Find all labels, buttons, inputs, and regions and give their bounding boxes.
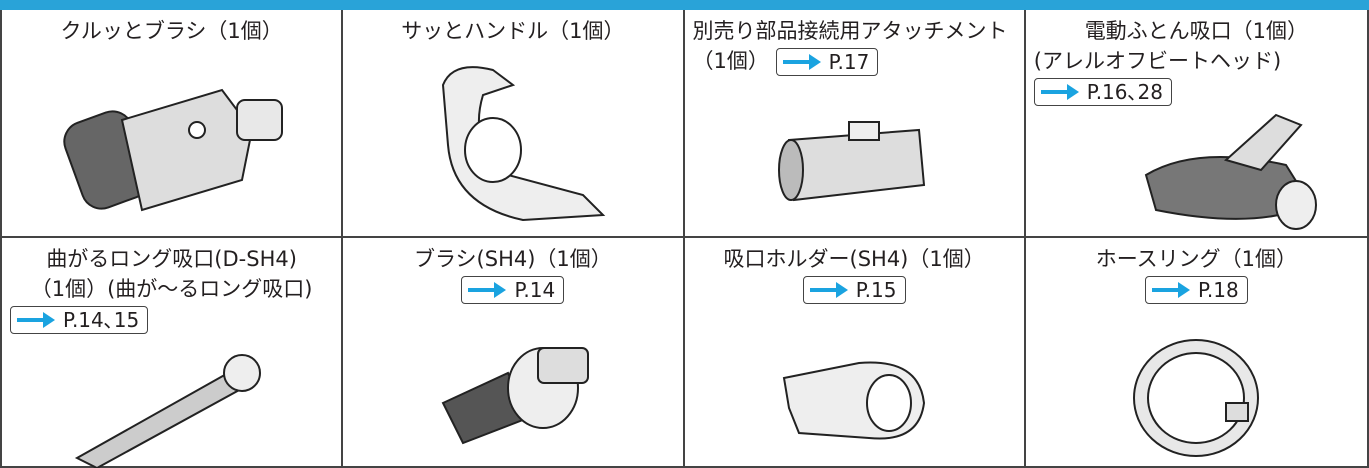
item-name: 別売り部品接続用アタッチメント [692, 19, 1008, 43]
cell: 吸口ホルダー(SH4)（1個） P.15 [684, 238, 1026, 468]
cell: 曲がるロング吸口(D-SH4) （1個）(曲が～るロング吸口) P.14､15 [2, 238, 344, 468]
cell: サッとハンドル（1個） [343, 10, 685, 238]
cell: クルッとブラシ（1個） [2, 10, 344, 238]
item-name: （1個）(曲が～るロング吸口) [30, 277, 313, 301]
page-ref: P.15 [802, 276, 906, 304]
page-ref-text: P.14 [514, 278, 556, 302]
page-ref: P.18 [1144, 276, 1248, 304]
item-name: ブラシ(SH4)（1個） [413, 247, 612, 271]
illustration [74, 354, 261, 468]
illustration [441, 347, 589, 445]
arrow-icon [809, 282, 848, 298]
item-name: （1個） [692, 49, 769, 73]
arrow-icon [782, 54, 821, 70]
page-ref-text: P.17 [828, 50, 870, 74]
header-bar [0, 0, 1369, 10]
page-ref-text: P.18 [1197, 278, 1239, 302]
page-ref-text: P.16､28 [1086, 80, 1163, 104]
arrow-icon [1151, 282, 1190, 298]
illustration [62, 88, 283, 212]
cell: ホースリング（1個） P.18 [1025, 238, 1367, 468]
illustration [778, 121, 926, 202]
page-ref: P.16､28 [1033, 78, 1172, 106]
item-name: (アレルオフビートヘッド) [1033, 49, 1282, 73]
cell: ブラシ(SH4)（1個） P.14 [343, 238, 685, 468]
illustration [782, 361, 926, 440]
item-name: 吸口ホルダー(SH4)（1個） [723, 247, 985, 271]
item-name: 曲がるロング吸口(D-SH4) [46, 247, 297, 271]
page-ref: P.14､15 [10, 306, 149, 334]
page-ref-text: P.14､15 [63, 308, 140, 332]
illustration [441, 66, 606, 222]
illustration [1144, 113, 1317, 230]
arrow-icon [468, 282, 507, 298]
item-name: 電動ふとん吸口（1個） [1084, 19, 1309, 43]
arrow-icon [1040, 84, 1079, 100]
item-name: クルッとブラシ（1個） [60, 19, 283, 43]
item-name: サッとハンドル（1個） [401, 19, 625, 43]
item-name: ホースリング（1個） [1095, 247, 1298, 271]
cell: 別売り部品接続用アタッチメント （1個） P.17 [684, 10, 1026, 238]
cell: 電動ふとん吸口（1個） (アレルオフビートヘッド) P.16､28 [1025, 10, 1367, 238]
page-ref: P.17 [775, 48, 879, 76]
illustration [1133, 339, 1260, 457]
page-ref: P.14 [461, 276, 565, 304]
accessory-table: クルッとブラシ（1個） サッとハンドル（1個） 別売り部品接続用アタッチメント … [0, 10, 1369, 468]
arrow-icon [17, 312, 55, 328]
page-ref-text: P.15 [855, 278, 897, 302]
